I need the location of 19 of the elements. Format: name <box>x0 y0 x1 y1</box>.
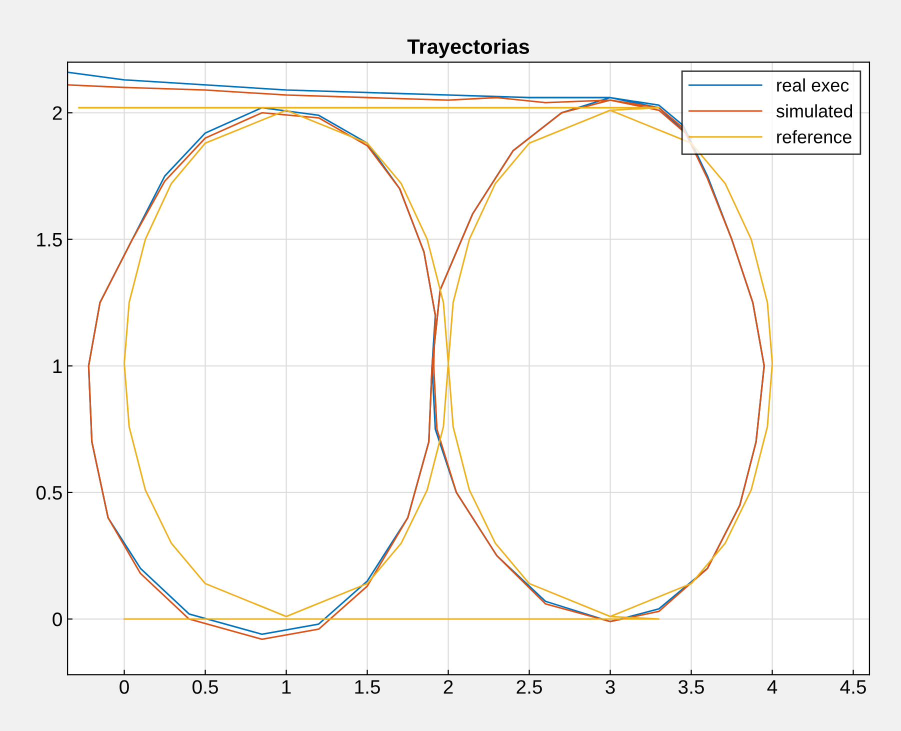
x-tick-label: 2.5 <box>516 680 542 694</box>
x-tick-label: 4.5 <box>840 680 866 694</box>
y-tick-label: 0 <box>52 612 62 626</box>
y-tick-label: 1 <box>53 360 62 373</box>
x-tick-label: 3 <box>606 680 615 694</box>
x-tick-label: 1.5 <box>355 680 380 694</box>
y-tick-label: 0.5 <box>36 486 62 500</box>
x-tick-label: 3.5 <box>678 680 704 694</box>
x-tick-label: 4 <box>767 680 778 694</box>
x-tick-label: 0 <box>120 680 129 694</box>
legend-label: simulated <box>776 104 852 118</box>
x-tick-label: 0.5 <box>192 680 218 694</box>
legend-label: real exec <box>777 78 849 92</box>
legend-label: reference <box>777 130 852 144</box>
y-tick-label: 1.5 <box>37 232 62 247</box>
chart-title: Trayectorias <box>407 38 530 58</box>
x-tick-label: 1 <box>282 680 291 694</box>
y-tick-label: 2 <box>52 106 62 120</box>
x-tick-label: 2 <box>444 680 453 694</box>
